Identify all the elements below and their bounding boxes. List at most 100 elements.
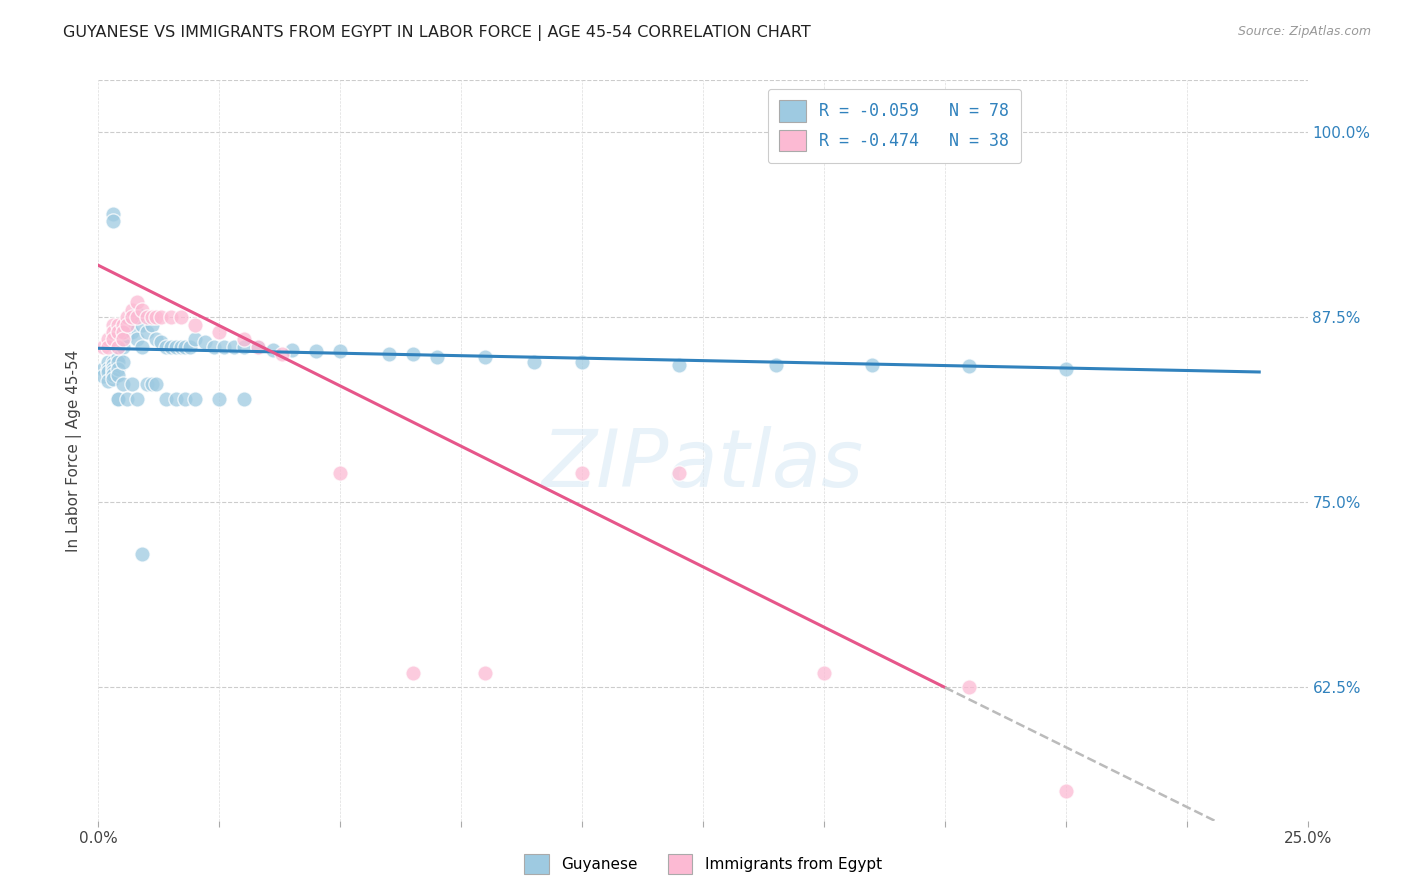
- Point: [184, 392, 207, 406]
- Point: [179, 340, 201, 354]
- Point: [184, 318, 207, 332]
- Point: [107, 340, 129, 354]
- Point: [668, 358, 690, 372]
- Point: [247, 340, 270, 354]
- Point: [101, 362, 124, 376]
- Point: [281, 343, 304, 357]
- Point: [107, 325, 129, 339]
- Point: [208, 325, 231, 339]
- Point: [101, 214, 124, 228]
- Point: [184, 332, 207, 346]
- Point: [121, 310, 143, 325]
- Point: [222, 340, 245, 354]
- Point: [377, 347, 399, 361]
- Point: [150, 310, 173, 325]
- Point: [141, 318, 163, 332]
- Point: [121, 325, 143, 339]
- Point: [813, 665, 835, 680]
- Point: [765, 358, 787, 372]
- Point: [107, 354, 129, 368]
- Point: [262, 343, 284, 357]
- Point: [957, 359, 980, 373]
- Point: [117, 318, 139, 332]
- Point: [101, 206, 124, 220]
- Point: [97, 340, 120, 354]
- Point: [111, 325, 134, 339]
- Point: [194, 335, 217, 350]
- Point: [117, 329, 139, 343]
- Point: [91, 369, 114, 384]
- Point: [107, 350, 129, 364]
- Point: [111, 340, 134, 354]
- Point: [474, 350, 496, 364]
- Point: [127, 392, 149, 406]
- Point: [523, 354, 546, 368]
- Point: [91, 362, 114, 376]
- Point: [117, 310, 139, 325]
- Point: [247, 340, 270, 354]
- Point: [860, 358, 883, 372]
- Point: [145, 332, 167, 346]
- Point: [160, 310, 183, 325]
- Point: [155, 340, 177, 354]
- Point: [165, 392, 187, 406]
- Point: [101, 372, 124, 386]
- Point: [107, 392, 129, 406]
- Point: [107, 318, 129, 332]
- Point: [101, 358, 124, 372]
- Point: [155, 392, 177, 406]
- Point: [204, 340, 226, 354]
- Point: [169, 340, 191, 354]
- Y-axis label: In Labor Force | Age 45-54: In Labor Force | Age 45-54: [66, 350, 83, 551]
- Point: [117, 318, 139, 332]
- Point: [101, 325, 124, 339]
- Legend: Guyanese, Immigrants from Egypt: Guyanese, Immigrants from Egypt: [519, 848, 887, 880]
- Point: [107, 392, 129, 406]
- Point: [111, 318, 134, 332]
- Point: [111, 376, 134, 391]
- Point: [97, 365, 120, 379]
- Point: [107, 368, 129, 382]
- Point: [127, 332, 149, 346]
- Point: [212, 340, 235, 354]
- Point: [174, 392, 197, 406]
- Point: [91, 340, 114, 354]
- Point: [232, 332, 254, 346]
- Point: [111, 354, 134, 368]
- Point: [474, 665, 496, 680]
- Point: [101, 354, 124, 368]
- Point: [957, 681, 980, 695]
- Point: [97, 374, 120, 388]
- Point: [127, 295, 149, 310]
- Point: [402, 665, 425, 680]
- Point: [111, 332, 134, 346]
- Point: [271, 347, 294, 361]
- Point: [97, 354, 120, 368]
- Point: [141, 376, 163, 391]
- Text: Source: ZipAtlas.com: Source: ZipAtlas.com: [1237, 25, 1371, 38]
- Point: [402, 347, 425, 361]
- Point: [329, 344, 352, 359]
- Point: [135, 310, 157, 325]
- Point: [101, 318, 124, 332]
- Point: [107, 340, 129, 354]
- Point: [117, 392, 139, 406]
- Point: [131, 340, 153, 354]
- Point: [145, 310, 167, 325]
- Point: [165, 340, 187, 354]
- Point: [97, 332, 120, 346]
- Point: [131, 547, 153, 561]
- Point: [101, 332, 124, 346]
- Point: [1054, 784, 1077, 798]
- Point: [426, 350, 449, 364]
- Point: [232, 340, 254, 354]
- Point: [1054, 362, 1077, 376]
- Point: [127, 306, 149, 320]
- Point: [232, 392, 254, 406]
- Point: [169, 310, 191, 325]
- Point: [329, 466, 352, 480]
- Point: [571, 354, 593, 368]
- Point: [150, 335, 173, 350]
- Point: [101, 368, 124, 382]
- Point: [97, 362, 120, 376]
